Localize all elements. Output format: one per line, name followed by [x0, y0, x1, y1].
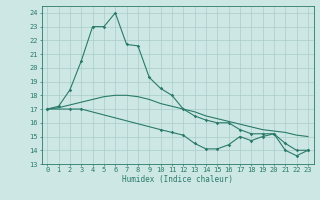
- X-axis label: Humidex (Indice chaleur): Humidex (Indice chaleur): [122, 175, 233, 184]
